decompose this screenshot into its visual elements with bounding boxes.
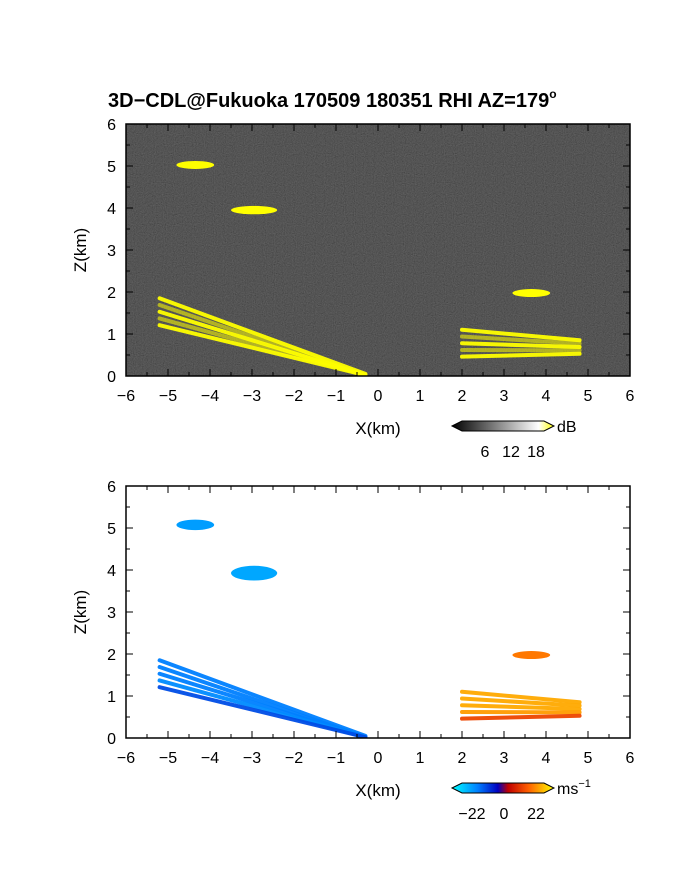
x-tick-label: 6 [626,388,635,405]
x-tick-label: −2 [285,388,303,405]
colorbar-bar [450,782,556,794]
velocity-axes: −6 −5 −4 −3 −2 −1 0 1 2 3 4 5 6 0 1 2 3 4 5 6 [107,479,634,767]
panel-velocity: −6 −5 −4 −3 −2 −1 0 1 2 3 4 5 6 0 1 2 3 4 5 6 X(km) Z(km) m… [71,479,635,823]
x-tick-label: 3 [500,750,509,767]
echo-band [157,323,368,376]
x-tick-label: 4 [542,388,551,405]
x-tick-label: −3 [243,750,261,767]
colorbar-tick: 18 [527,444,545,461]
echo-band [157,658,368,738]
x-tick-label: 4 [542,750,551,767]
colorbar-unit: ms−1 [557,778,591,798]
x-tick-label: 5 [584,388,593,405]
x-tick-label: −4 [201,388,219,405]
echo-patch [512,651,551,660]
y-tick-label: 6 [107,479,116,496]
echo-band [157,685,368,738]
colorbar-tick: 22 [527,806,545,823]
backscatter-colorbar: dB 6 12 18 [450,419,577,461]
y-tick-label: 1 [107,689,116,706]
x-tick-label: −1 [327,388,345,405]
y-tick-label: 4 [107,201,116,218]
y-tick-label: 0 [107,369,116,386]
echo-band [460,689,582,705]
echo-patch [512,289,551,298]
x-tick-label: −6 [117,388,135,405]
y-tick-label: 5 [107,159,116,176]
echo-band [460,327,582,343]
y-tick-label: 1 [107,327,116,344]
backscatter-axes: −6 −5 −4 −3 −2 −1 0 1 2 3 4 5 6 0 1 2 3 4 5 6 [107,117,634,405]
colorbar-unit: dB [557,419,577,436]
x-tick-label: −5 [159,750,177,767]
x-tick-label: −2 [285,750,303,767]
echo-band [460,334,582,346]
x-tick-label: 1 [416,388,425,405]
x-tick-label: 0 [374,750,383,767]
x-tick-label: 2 [458,750,467,767]
x-tick-label: 5 [584,750,593,767]
echo-band [460,696,582,708]
y-tick-label: 6 [107,117,116,134]
backscatter-ylabel: Z(km) [71,228,90,272]
y-tick-label: 3 [107,605,116,622]
velocity-xlabel: X(km) [355,781,400,800]
colorbar-tick: 0 [500,806,509,823]
x-tick-label: 6 [626,750,635,767]
y-tick-label: 5 [107,521,116,538]
colorbar-tick: −22 [458,806,485,823]
echo-band [157,296,368,376]
y-tick-label: 4 [107,563,116,580]
echo-patch [176,519,215,531]
figure-title: 3D−CDL@Fukuoka 170509 180351 RHI AZ=179o [108,87,557,112]
echo-patch [231,205,278,215]
y-tick-label: 3 [107,243,116,260]
echo-band [460,713,582,721]
echo-band [460,341,582,350]
y-tick-label: 0 [107,731,116,748]
y-tick-label: 2 [107,285,116,302]
backscatter-xlabel: X(km) [355,419,400,438]
x-tick-label: −3 [243,388,261,405]
colorbar-tick: 6 [481,444,490,461]
echo-patch [176,160,215,169]
velocity-colorbar: ms−1 −22 0 22 [450,778,591,823]
y-tick-label: 2 [107,647,116,664]
velocity-ylabel: Z(km) [71,590,90,634]
x-tick-label: −5 [159,388,177,405]
echo-patch [231,565,278,581]
x-tick-label: 3 [500,388,509,405]
colorbar-tick: 12 [502,444,520,461]
x-tick-label: 1 [416,750,425,767]
x-tick-label: −6 [117,750,135,767]
x-tick-label: −1 [327,750,345,767]
backscatter-features [157,160,582,376]
velocity-features [157,519,582,738]
x-tick-label: 0 [374,388,383,405]
echo-band [460,703,582,712]
colorbar-bar [450,420,556,432]
x-tick-label: −4 [201,750,219,767]
echo-band [460,351,582,359]
x-tick-label: 2 [458,388,467,405]
